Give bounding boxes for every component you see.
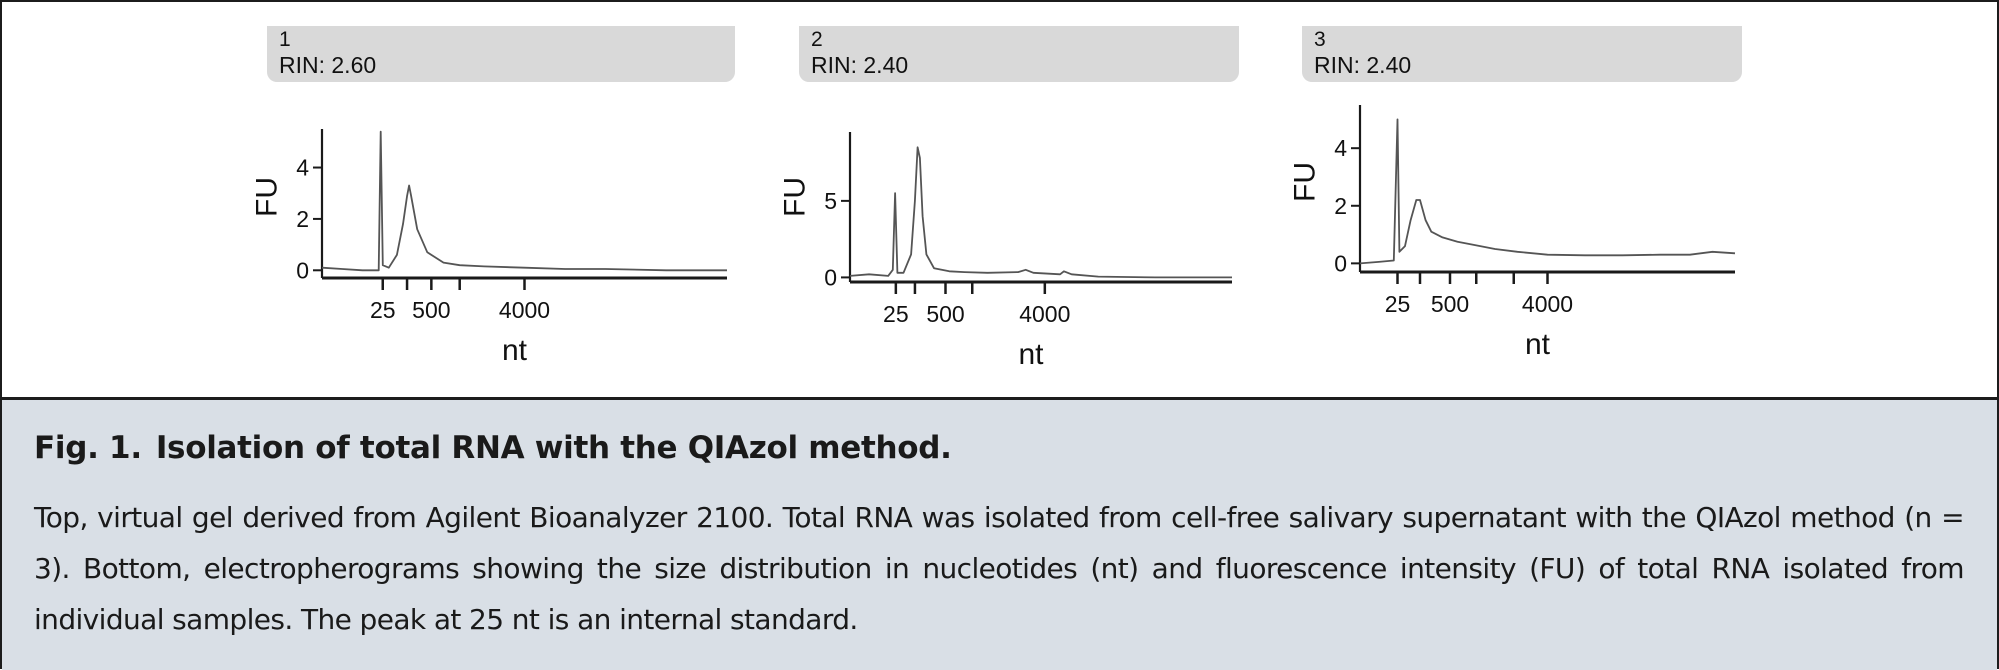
x-tick-label: 500: [926, 301, 964, 327]
y-tick-label: 5: [824, 188, 837, 214]
y-axis-label: FU: [779, 177, 812, 217]
panel-sample-2: 2 RIN: 2.40 0 5 FU 25 500 4000 nt: [770, 2, 1250, 395]
caption-body: Top, virtual gel derived from Agilent Bi…: [34, 501, 1965, 636]
sample-tab-2: 2 RIN: 2.40: [799, 26, 1239, 82]
panel-sample-3: 3 RIN: 2.40 0 2 4 FU 25 500 4000 nt: [1280, 2, 1760, 395]
x-tick-label: 25: [883, 301, 909, 327]
x-tick-label: 25: [1385, 291, 1411, 317]
electropherogram-chart-3: 0 2 4 FU 25 500 4000 nt: [1289, 105, 1736, 361]
sample-number: 2: [811, 28, 823, 51]
panel-sample-1: 1 RIN: 2.60 0 2 4 FU 25 500 4000 nt: [242, 2, 762, 395]
x-tick-label: 4000: [1019, 301, 1070, 327]
x-tick-label: 25: [370, 297, 396, 323]
electropherogram-trace: [321, 130, 727, 272]
rin-value: RIN: 2.40: [811, 52, 909, 78]
y-axis-label: FU: [1289, 162, 1322, 202]
y-tick-label: 0: [296, 257, 309, 283]
y-tick-label: 0: [1334, 250, 1347, 276]
x-tick-label: 500: [1431, 291, 1469, 317]
y-tick-label: 4: [1334, 135, 1347, 161]
sample-number: 3: [1314, 28, 1326, 51]
caption-title-text: Isolation of total RNA with the QIAzol m…: [155, 430, 952, 466]
caption-title: Fig. 1. Isolation of total RNA with the Q…: [34, 430, 952, 466]
x-axis-label: nt: [1525, 328, 1551, 361]
rin-value: RIN: 2.40: [1314, 52, 1412, 78]
electropherogram-chart-1: 0 2 4 FU 25 500 4000 nt: [251, 129, 727, 367]
electropherogram-area: 1 RIN: 2.60 0 2 4 FU 25 500 4000 nt 2 RIN: 2.40…: [2, 2, 1997, 395]
y-tick-label: 4: [296, 155, 309, 181]
x-tick-label: 500: [412, 297, 450, 323]
y-tick-label: 0: [824, 264, 837, 290]
sample-number: 1: [279, 28, 291, 51]
electropherogram-trace: [849, 146, 1232, 279]
rin-value: RIN: 2.60: [279, 52, 377, 78]
electropherogram-chart-2: 0 5 FU 25 500 4000 nt: [779, 132, 1232, 371]
x-tick-label: 4000: [499, 297, 550, 323]
electropherogram-trace: [1359, 118, 1736, 265]
figure-caption: Fig. 1. Isolation of total RNA with the Q…: [2, 397, 1997, 670]
y-tick-label: 2: [296, 206, 309, 232]
sample-tab-3: 3 RIN: 2.40: [1302, 26, 1742, 82]
x-axis-label: nt: [1018, 338, 1044, 371]
y-axis-label: FU: [251, 177, 284, 217]
x-tick-label: 4000: [1522, 291, 1573, 317]
figure-label: Fig. 1.: [34, 430, 142, 466]
sample-tab-1: 1 RIN: 2.60: [267, 26, 735, 82]
x-axis-label: nt: [502, 334, 528, 367]
y-tick-label: 2: [1334, 193, 1347, 219]
